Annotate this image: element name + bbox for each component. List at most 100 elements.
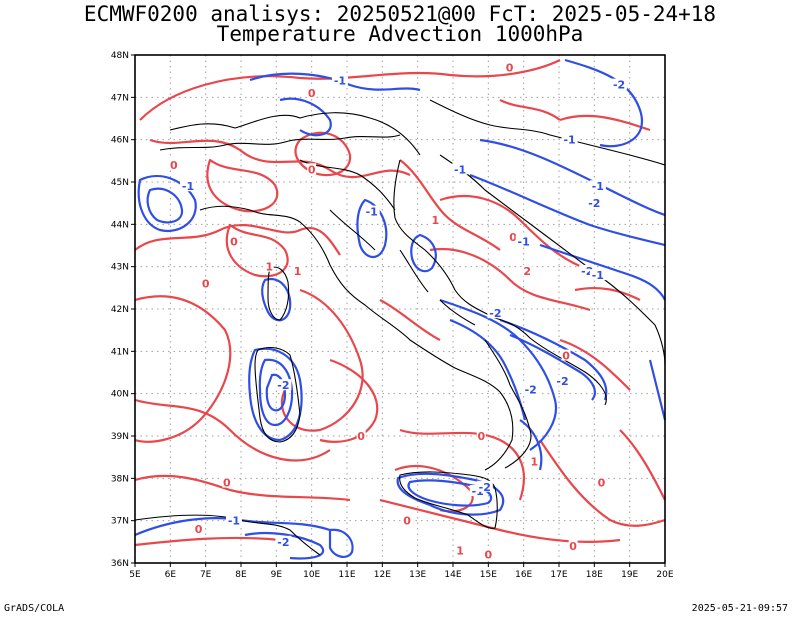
contour-pos	[280, 288, 364, 432]
contour-label: -2	[588, 197, 600, 210]
contour-label-bg	[275, 379, 292, 391]
lon-tick-label: 7E	[200, 570, 212, 580]
contour-pos	[379, 498, 621, 544]
contour-label-bg	[402, 514, 412, 526]
lon-tick-label: 14E	[444, 570, 461, 580]
contour-label-bg	[596, 476, 606, 488]
contour-label: 0	[223, 477, 231, 490]
contour-neg	[258, 358, 294, 427]
lat-tick-label: 45N	[111, 178, 129, 188]
contour-label: 0	[230, 235, 238, 248]
italy-border	[169, 112, 421, 156]
contour-label: -1	[366, 206, 378, 219]
contour-label-bg	[589, 180, 606, 192]
contour-label: 0	[598, 477, 606, 490]
contour-label: 0	[357, 430, 365, 443]
contour-neg	[539, 243, 666, 301]
lat-tick-label: 38N	[111, 474, 129, 484]
lon-tick-label: 6E	[165, 570, 177, 580]
contour-label-bg	[522, 383, 539, 395]
contour-label: -1	[454, 163, 466, 176]
lat-tick-label: 48N	[111, 51, 129, 61]
contour-label-bg	[307, 87, 317, 99]
contour-label: -1	[563, 134, 575, 147]
contour-label-bg	[483, 548, 493, 560]
contour-neg	[469, 173, 666, 247]
contour-label-bg	[307, 163, 317, 175]
lon-tick-label: 8E	[235, 570, 247, 580]
contour-pos	[429, 247, 591, 312]
footer-credit: GrADS/COLA	[4, 603, 65, 614]
contour-label: 1	[294, 265, 302, 278]
contour-neg	[328, 528, 354, 558]
contour-neg	[439, 298, 558, 451]
footer-timestamp: 2025-05-21-09:57	[691, 603, 788, 614]
lat-axis: 36N 37N 38N 39N 40N 41N 42N 43N 44N 45N 46N 47N 48N	[111, 51, 135, 569]
lon-tick-label: 12E	[374, 570, 391, 580]
contour-neg	[244, 531, 325, 560]
lon-tick-label: 19E	[621, 570, 638, 580]
contour-pos	[399, 159, 501, 251]
contour-neg	[146, 187, 184, 224]
contour-label: 0	[308, 163, 316, 176]
contour-pos	[379, 299, 441, 341]
contour-pos	[225, 223, 289, 278]
coastlines-borders	[134, 99, 666, 556]
contour-label-bg	[356, 430, 366, 441]
contour-pos	[134, 536, 281, 547]
contour-neg	[279, 97, 332, 137]
lat-tick-label: 39N	[111, 432, 129, 442]
contour-label: -2	[479, 481, 491, 494]
contour-labels: -100-2-10-10 -1-1-2-110 0 -12 -2-11 10-20-2 -2…	[169, 61, 628, 562]
contour-label: -1	[334, 74, 346, 87]
contour-label: -2	[556, 375, 568, 388]
lon-tick-label: 9E	[271, 570, 283, 580]
contour-label: 0	[569, 540, 577, 553]
balkan-coast	[439, 154, 666, 366]
contour-label: 0	[562, 350, 570, 363]
italy-coast	[393, 159, 607, 406]
italy-coast	[484, 339, 532, 469]
contour-neg	[396, 472, 505, 516]
contour-label: 0	[477, 430, 485, 443]
contour-neg	[356, 198, 388, 259]
contour-pos	[574, 286, 641, 301]
contour-label-bg	[180, 180, 196, 192]
contour-label-bg	[476, 430, 486, 441]
chart-subtitle: Temperature Advection 1000hPa	[216, 22, 584, 46]
contour-neg	[449, 318, 527, 421]
contour-pos	[619, 429, 666, 501]
contour-pos	[559, 114, 651, 132]
contour-pos	[439, 195, 591, 272]
contour-pos	[139, 59, 561, 121]
contour-label: -2	[277, 536, 289, 549]
contour-label: 0	[202, 278, 210, 291]
contour-label-bg	[275, 535, 292, 547]
contour-neg	[249, 72, 421, 92]
lat-tick-label: 42N	[111, 305, 129, 315]
contour-label: -1	[228, 515, 240, 528]
contour-label-bg	[430, 214, 440, 226]
contour-label: -2	[489, 307, 501, 320]
contour-label-bg	[505, 61, 515, 73]
contour-label: 0	[195, 523, 203, 536]
contour-pos	[559, 338, 631, 391]
sardinia-coast	[254, 346, 301, 443]
contour-label: 1	[265, 261, 273, 274]
contour-label-bg	[201, 277, 211, 289]
contour-pos	[149, 138, 411, 179]
contour-label-bg	[452, 163, 469, 175]
contour-label-bg	[515, 235, 532, 247]
contour-label-bg	[455, 544, 465, 556]
lon-tick-label: 13E	[409, 570, 426, 580]
contour-pos	[294, 131, 352, 177]
contour-pos	[134, 295, 232, 443]
contour-pos	[319, 358, 379, 443]
contour-label: -2	[525, 383, 537, 396]
contour-label: -2	[277, 379, 289, 392]
lat-tick-label: 41N	[111, 347, 129, 357]
lat-tick-label: 43N	[111, 263, 129, 273]
lon-tick-label: 20E	[656, 570, 673, 580]
contour-neg	[519, 419, 543, 471]
contour-label-bg	[169, 159, 179, 171]
